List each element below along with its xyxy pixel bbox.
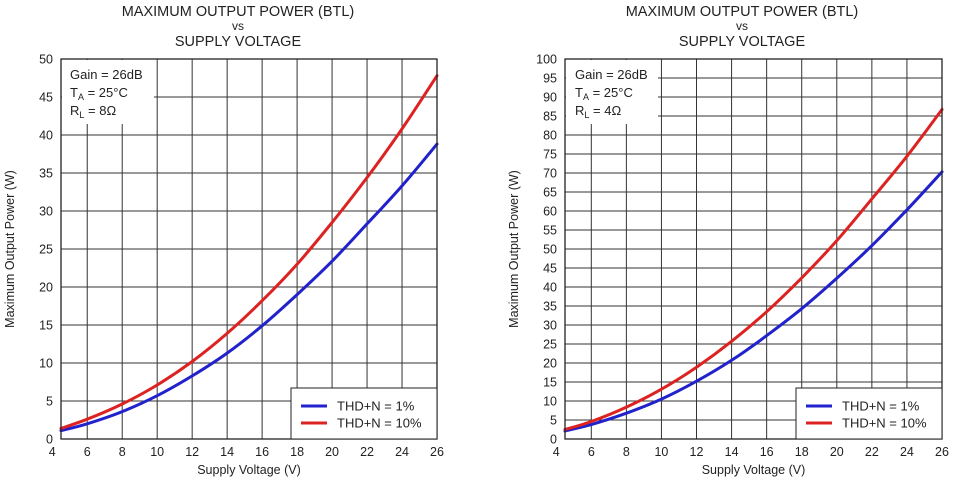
y-tick-label: 50: [39, 53, 53, 67]
x-tick-label: 12: [690, 445, 704, 459]
x-tick-label: 18: [795, 445, 809, 459]
y-tick-label: 90: [543, 91, 557, 105]
y-tick-label: 30: [39, 205, 53, 219]
condition-gain: Gain = 26dB: [575, 67, 648, 82]
y-tick-label: 55: [543, 224, 557, 238]
y-axis-label: Maximum Output Power (W): [3, 170, 17, 328]
x-tick-label: 8: [119, 445, 126, 459]
x-tick-label: 14: [725, 445, 739, 459]
x-tick-label: 14: [220, 445, 234, 459]
y-tick-label: 10: [543, 395, 557, 409]
y-tick-label: 80: [543, 129, 557, 143]
x-tick-label: 18: [290, 445, 304, 459]
chart-title: MAXIMUM OUTPUT POWER (BTL): [122, 4, 355, 20]
x-tick-label: 20: [830, 445, 844, 459]
y-tick-label: 30: [543, 319, 557, 333]
y-tick-label: 15: [543, 376, 557, 390]
y-tick-label: 25: [543, 338, 557, 352]
condition-load: RL = 4Ω: [575, 103, 621, 120]
y-tick-label: 65: [543, 186, 557, 200]
series-line-thd-1pct: [59, 142, 439, 433]
series-line-thd-10pct: [59, 74, 439, 430]
y-tick-label: 45: [543, 262, 557, 276]
x-tick-label: 10: [654, 445, 668, 459]
y-tick-label: 40: [543, 281, 557, 295]
y-tick-label: 15: [39, 319, 53, 333]
x-tick-label: 24: [900, 445, 914, 459]
y-tick-label: 50: [543, 243, 557, 257]
x-tick-label: 24: [395, 445, 409, 459]
legend: THD+N = 1% THD+N = 10%: [795, 387, 943, 440]
x-tick-label: 22: [360, 445, 374, 459]
y-tick-label: 5: [46, 395, 53, 409]
series-line-thd-1pct: [563, 170, 944, 433]
y-tick-label: 75: [543, 148, 557, 162]
plot-frame: [60, 58, 438, 440]
y-tick-label: 35: [543, 300, 557, 314]
y-tick-label: 95: [543, 72, 557, 86]
y-tick-label: 70: [543, 167, 557, 181]
chart-title: MAXIMUM OUTPUT POWER (BTL): [626, 4, 859, 20]
y-tick-label: 10: [39, 357, 53, 371]
series-line-thd-10pct: [563, 108, 944, 431]
condition-load: RL = 8Ω: [70, 103, 116, 120]
x-tick-label: 4: [553, 445, 560, 459]
y-tick-label: 60: [543, 205, 557, 219]
y-tick-label: 85: [543, 110, 557, 124]
y-tick-label: 45: [39, 91, 53, 105]
chart-subtitle: SUPPLY VOLTAGE: [175, 34, 302, 50]
chart-subtitle: SUPPLY VOLTAGE: [679, 34, 806, 50]
x-tick-label: 8: [623, 445, 630, 459]
x-tick-label: 6: [84, 445, 91, 459]
condition-gain: Gain = 26dB: [70, 67, 143, 82]
y-tick-label: 0: [550, 433, 557, 447]
legend-label: THD+N = 10%: [337, 416, 422, 431]
legend-label: THD+N = 1%: [337, 399, 415, 414]
y-axis-label: Maximum Output Power (W): [507, 170, 521, 328]
conditions-backing: [62, 60, 154, 124]
condition-temperature: TA = 25°C: [70, 85, 128, 102]
x-tick-label: 16: [255, 445, 269, 459]
plot-frame: [564, 58, 943, 440]
chart-title-vs: vs: [736, 19, 748, 33]
legend: THD+N = 1% THD+N = 10%: [290, 387, 438, 440]
y-tick-label: 40: [39, 129, 53, 143]
x-tick-label: 26: [430, 445, 444, 459]
x-tick-label: 12: [185, 445, 199, 459]
y-tick-label: 5: [550, 414, 557, 428]
y-tick-label: 20: [39, 281, 53, 295]
grid: [61, 59, 437, 439]
legend-label: THD+N = 1%: [842, 399, 920, 414]
x-axis-label: Supply Voltage (V): [197, 463, 301, 477]
legend-label: THD+N = 10%: [842, 416, 927, 431]
legend-box: [290, 387, 438, 440]
conditions-backing: [566, 60, 658, 124]
y-tick-label: 20: [543, 357, 557, 371]
y-tick-label: 100: [536, 53, 557, 67]
y-tick-label: 25: [39, 243, 53, 257]
x-tick-label: 4: [49, 445, 56, 459]
condition-temperature: TA = 25°C: [575, 85, 633, 102]
y-tick-label: 0: [46, 433, 53, 447]
x-tick-label: 6: [588, 445, 595, 459]
x-axis-label: Supply Voltage (V): [702, 463, 806, 477]
chart-title-vs: vs: [232, 19, 244, 33]
x-tick-label: 22: [865, 445, 879, 459]
x-tick-label: 16: [760, 445, 774, 459]
x-tick-label: 20: [325, 445, 339, 459]
legend-box: [795, 387, 943, 440]
x-tick-label: 10: [150, 445, 164, 459]
x-tick-label: 26: [935, 445, 949, 459]
y-tick-label: 35: [39, 167, 53, 181]
